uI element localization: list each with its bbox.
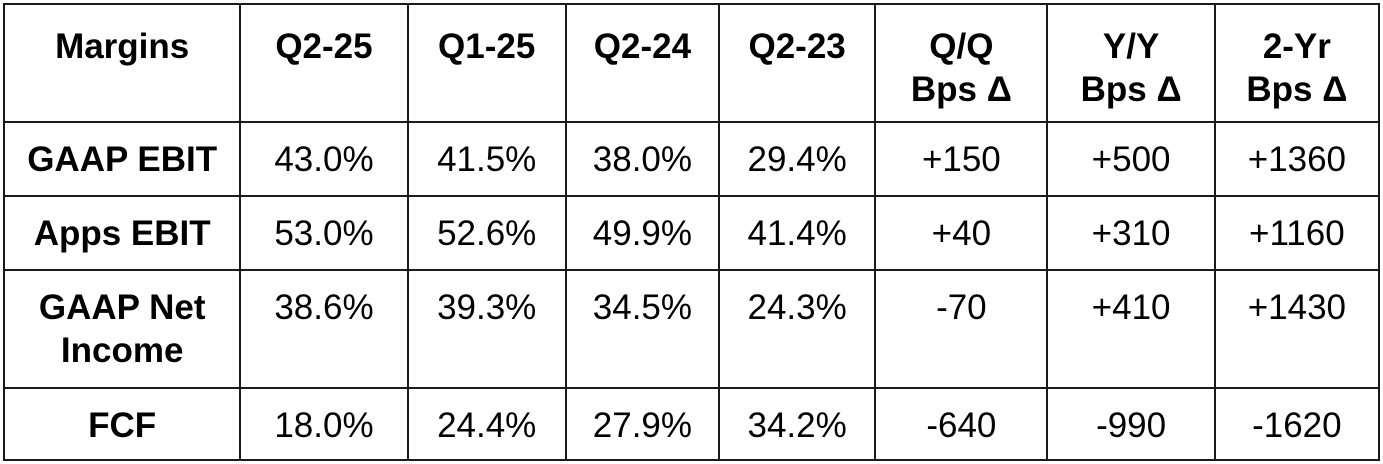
table-cell: +500 [1046,121,1216,197]
row-label-text: FCF [88,406,157,445]
header-q2-25: Q2-25 [239,3,409,123]
table-cell: 18.0% [239,387,409,461]
row-label-text: Income [60,331,184,370]
header-text: Bps Δ [1246,70,1348,109]
table-cell: 53.0% [239,195,409,271]
header-text: Q2-23 [748,27,846,66]
table-cell: +150 [874,121,1049,197]
table-cell: 34.2% [718,387,877,461]
table-cell: 41.4% [718,195,877,271]
table-row: GAAP Net Income 38.6% 39.3% 34.5% 24.3% … [2,269,1381,389]
header-2yr-bps-delta: 2-Yr Bps Δ [1213,3,1381,123]
table-cell: -640 [874,387,1049,461]
header-text: Margins [55,27,190,66]
margins-table: Margins Q2-25 Q1-25 Q2-24 Q2-23 Q/Q Bps … [2,3,1381,461]
table-cell: 39.3% [406,269,567,389]
table-cell: 38.0% [564,121,721,197]
table-cell: +310 [1046,195,1216,271]
table-cell: 24.4% [406,387,567,461]
row-label: Apps EBIT [2,195,242,271]
table-row: FCF 18.0% 24.4% 27.9% 34.2% -640 -990 -1… [2,387,1381,461]
header-text: Q/Q [929,27,994,66]
header-text: Q2-24 [593,27,692,66]
table-cell: 34.5% [564,269,721,389]
table-row: Apps EBIT 53.0% 52.6% 49.9% 41.4% +40 +3… [2,195,1381,271]
header-text: Q2-25 [275,27,373,66]
header-yy-bps-delta: Y/Y Bps Δ [1046,3,1216,123]
table-cell: 52.6% [406,195,567,271]
table-cell: +1160 [1213,195,1381,271]
table-row: GAAP EBIT 43.0% 41.5% 38.0% 29.4% +150 +… [2,121,1381,197]
row-label: GAAP Net Income [2,269,242,389]
table-cell: +1360 [1213,121,1381,197]
table-cell: -990 [1046,387,1216,461]
row-label: FCF [2,387,242,461]
header-text: Q1-25 [438,27,536,66]
header-text: Y/Y [1102,27,1160,66]
table-cell: -1620 [1213,387,1381,461]
header-q1-25: Q1-25 [406,3,567,123]
table-cell: +40 [874,195,1049,271]
header-text: Bps Δ [910,70,1012,109]
table-cell: 29.4% [718,121,877,197]
row-label: GAAP EBIT [2,121,242,197]
table-cell: 49.9% [564,195,721,271]
table-cell: +1430 [1213,269,1381,389]
table-cell: 24.3% [718,269,877,389]
table-cell: 43.0% [239,121,409,197]
header-row: Margins Q2-25 Q1-25 Q2-24 Q2-23 Q/Q Bps … [2,3,1381,123]
header-text: Bps Δ [1080,70,1182,109]
row-label-text: GAAP Net [38,288,206,327]
table-cell: 38.6% [239,269,409,389]
table-cell: -70 [874,269,1049,389]
header-margins: Margins [2,3,242,123]
row-label-text: GAAP EBIT [27,140,218,179]
table-cell: 27.9% [564,387,721,461]
header-text: 2-Yr [1262,27,1331,66]
header-qq-bps-delta: Q/Q Bps Δ [874,3,1049,123]
table-cell: 41.5% [406,121,567,197]
header-q2-24: Q2-24 [564,3,721,123]
header-q2-23: Q2-23 [718,3,877,123]
row-label-text: Apps EBIT [33,214,211,253]
table-cell: +410 [1046,269,1216,389]
